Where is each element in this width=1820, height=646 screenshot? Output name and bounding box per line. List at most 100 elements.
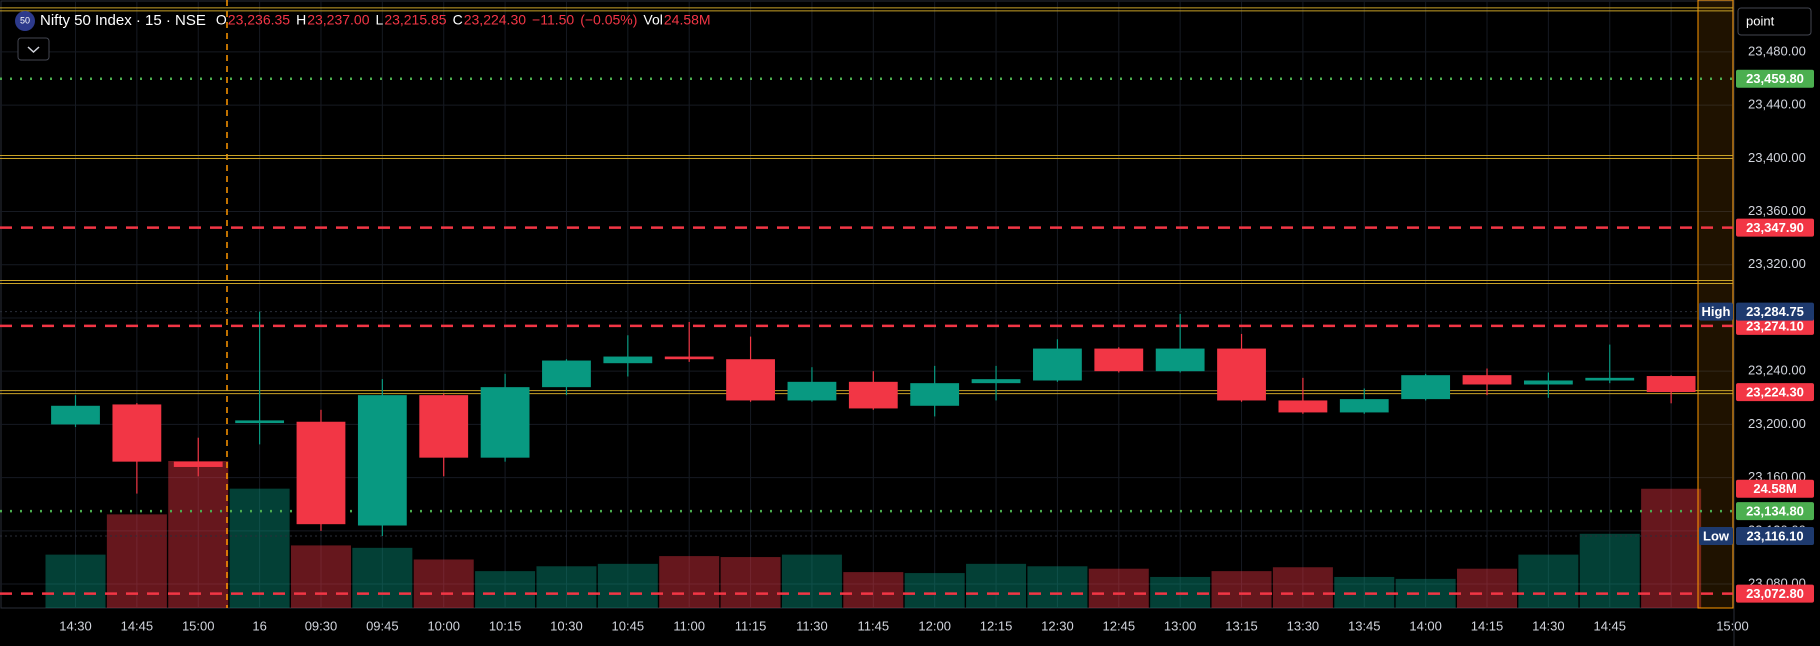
x-tick-label: 12:45: [1103, 618, 1136, 633]
x-tick-label: 11:00: [673, 618, 705, 633]
price-tag: 23,224.30: [1746, 385, 1804, 400]
price-tag-bg: [1736, 218, 1814, 237]
extreme-tag: 23,116.10: [1746, 528, 1803, 543]
candle-body: [480, 387, 530, 458]
y-tick-label: 23,480.00: [1748, 43, 1806, 58]
symbol: Nifty 50 Index · 15 · NSE: [40, 12, 206, 29]
extreme-tag-bg: [1736, 302, 1814, 321]
price-tag: 23,347.90: [1746, 220, 1804, 235]
volume-bar: [352, 547, 413, 608]
ohlc-key: H: [296, 12, 306, 28]
candle-body: [1278, 400, 1328, 413]
unit-selector[interactable]: [1737, 7, 1812, 36]
candle-body: [542, 360, 591, 388]
collapse-button[interactable]: [17, 37, 50, 61]
y-tick-label: 23,240.00: [1748, 363, 1806, 378]
candle-body: [1217, 348, 1266, 401]
volume-bar: [597, 563, 658, 608]
extreme-name-bg: [1699, 527, 1733, 546]
volume-bar: [229, 488, 290, 608]
candle-body: [971, 379, 1021, 384]
y-tick-label: 23,400.00: [1748, 150, 1806, 165]
candle-body: [664, 356, 714, 360]
header: 50 Nifty 50 Index · 15 · NSE O 23,236.35 H…: [15, 11, 711, 61]
x-tick-label: 14:30: [1532, 618, 1565, 633]
x-tick-label: 14:00: [1409, 618, 1442, 633]
candle-body: [1339, 399, 1389, 413]
ohlc-value: 23,215.85: [384, 12, 446, 28]
price-tag-bg: [1736, 69, 1814, 88]
chevron-icon: [27, 46, 40, 54]
candle-body: [603, 356, 653, 364]
x-tick-label: 11:45: [858, 618, 890, 633]
x-tick-label: 09:30: [305, 618, 338, 633]
x-tick-label: 10:30: [550, 618, 583, 633]
x-tick-label: 13:00: [1164, 618, 1197, 633]
price-tag-bg: [1736, 502, 1814, 521]
volume-bar: [45, 554, 106, 608]
ohlc-key: C: [453, 12, 463, 28]
candle-body: [1646, 376, 1696, 393]
candle-body: [419, 395, 469, 458]
volume-bar: [904, 573, 965, 608]
price-tag: 23,274.10: [1746, 318, 1804, 333]
price-tag-bg: [1736, 316, 1814, 335]
volume-bar: [475, 571, 536, 608]
candle-body: [726, 359, 775, 401]
volume-tag: 24.58M: [1753, 481, 1796, 496]
badge-text: 50: [20, 15, 30, 25]
ohlc-value: 23,236.35: [228, 12, 290, 28]
extreme-name-bg: [1699, 302, 1733, 321]
x-tick-label: 13:45: [1348, 618, 1381, 633]
volume-bar: [168, 461, 229, 608]
x-tick-label: 12:15: [980, 618, 1013, 633]
candle-body: [1155, 348, 1205, 372]
x-tick-label: 14:15: [1471, 618, 1504, 633]
x-tick-label: 10:45: [612, 618, 645, 633]
volume-bar: [1027, 566, 1088, 608]
extreme-name: High: [1702, 304, 1731, 319]
ohlc-value: 23,224.30: [464, 12, 526, 28]
candle-body: [173, 461, 223, 467]
ohlc-value: 23,237.00: [307, 12, 369, 28]
x-tick-label: 14:45: [121, 618, 154, 633]
badge: [15, 11, 35, 31]
y-tick-label: 23,440.00: [1748, 97, 1806, 112]
x-tick-label: 12:30: [1041, 618, 1074, 633]
x-tick-label: 13:15: [1225, 618, 1258, 633]
volume-bar: [1334, 576, 1395, 608]
volume-bar: [966, 563, 1027, 608]
volume-bar: [1211, 571, 1272, 608]
x-tick-label: 13:30: [1287, 618, 1320, 633]
candle-body: [296, 421, 346, 525]
volume-bar: [1579, 533, 1640, 608]
volume-bar: [1641, 488, 1702, 608]
ohlc-value: (−0.05%): [580, 12, 637, 28]
volume-bar: [659, 556, 720, 608]
candle-body: [1094, 348, 1144, 372]
x-tick-label: 14:45: [1593, 618, 1626, 633]
volume-bar: [1272, 567, 1333, 608]
volume-bar: [1395, 578, 1456, 608]
volume-bar: [781, 554, 842, 608]
volume-bar: [843, 572, 904, 608]
tags-layer: 23,459.80 23,347.90 23,274.10 23,224.30 23,1…: [1699, 69, 1814, 603]
ohlc-key: O: [216, 12, 227, 28]
candle-body: [1585, 377, 1635, 381]
candles-layer: [51, 311, 1696, 537]
candle-body: [1462, 375, 1512, 385]
x-tick-label: 15:00: [1716, 618, 1749, 633]
x-tick-label: 10:00: [427, 618, 460, 633]
candle-body: [51, 405, 100, 425]
price-tag: 23,134.80: [1746, 504, 1804, 519]
volume-bar: [1518, 554, 1579, 608]
candle-body: [235, 420, 285, 424]
candle-body: [357, 395, 407, 526]
volume-bar: [536, 566, 597, 608]
candle-body: [112, 404, 162, 462]
volume-bar: [290, 545, 351, 608]
x-tick-label: 09:45: [366, 618, 399, 633]
x-tick-label: 11:15: [735, 618, 767, 633]
